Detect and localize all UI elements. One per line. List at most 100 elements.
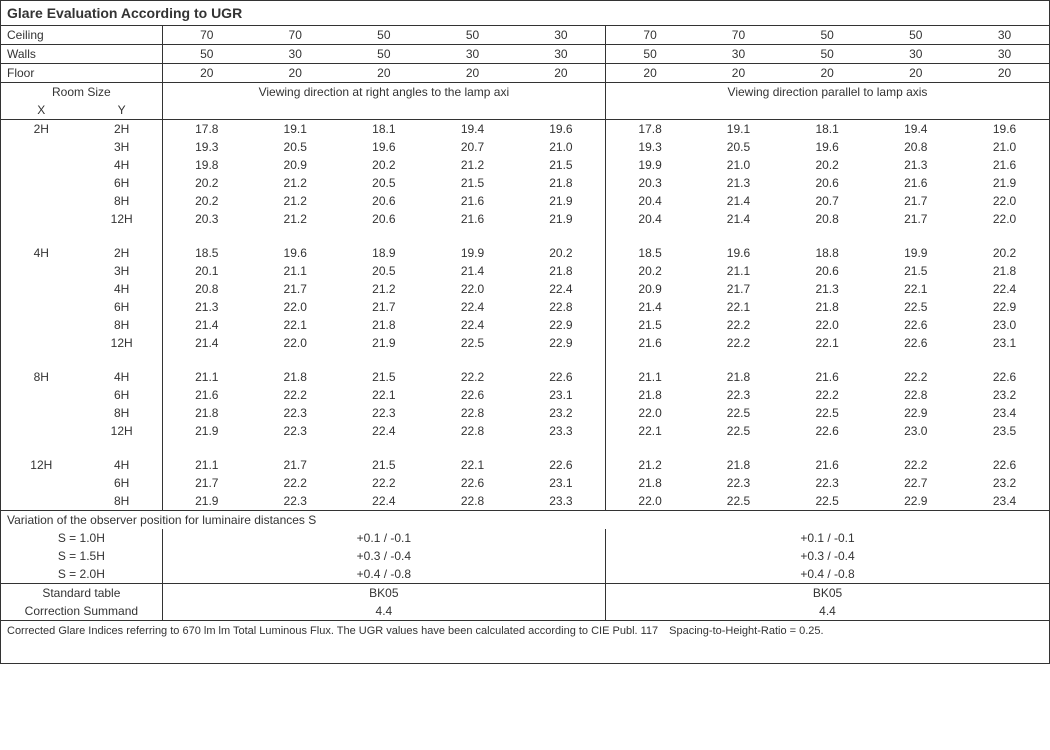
- data-cell: 20.1: [162, 262, 251, 280]
- data-cell: 23.4: [960, 404, 1049, 422]
- y-cell: 8H: [82, 404, 163, 422]
- data-cell: 22.3: [251, 492, 340, 511]
- data-cell: 23.2: [960, 386, 1049, 404]
- correction-right: 4.4: [606, 602, 1050, 621]
- variation-right: +0.3 / -0.4: [606, 547, 1050, 565]
- data-cell: 20.3: [606, 174, 695, 192]
- data-cell: 22.1: [428, 456, 517, 474]
- data-cell: 21.4: [162, 334, 251, 352]
- floor-val: 20: [783, 64, 872, 83]
- data-cell: 21.2: [251, 192, 340, 210]
- data-cell: 20.6: [783, 262, 872, 280]
- data-cell: 22.1: [251, 316, 340, 334]
- y-cell: 4H: [82, 456, 163, 474]
- data-cell: 21.8: [606, 474, 695, 492]
- y-cell: 4H: [82, 368, 163, 386]
- x-cell: [1, 422, 82, 440]
- data-cell: 19.6: [960, 120, 1049, 139]
- variation-left: +0.3 / -0.4: [162, 547, 605, 565]
- data-cell: 22.3: [694, 386, 783, 404]
- data-cell: 20.5: [340, 262, 429, 280]
- data-cell: 22.9: [871, 492, 960, 511]
- data-cell: 19.6: [694, 244, 783, 262]
- ugr-table-container: Glare Evaluation According to UGR Ceilin…: [0, 0, 1050, 664]
- data-cell: 21.6: [606, 334, 695, 352]
- data-cell: 21.1: [606, 368, 695, 386]
- y-cell: 6H: [82, 386, 163, 404]
- data-cell: 22.3: [340, 404, 429, 422]
- standard-table-right: BK05: [606, 584, 1050, 603]
- data-cell: 20.6: [783, 174, 872, 192]
- ceiling-val: 30: [960, 26, 1049, 45]
- data-cell: 22.2: [871, 368, 960, 386]
- standard-table-left: BK05: [162, 584, 605, 603]
- variation-title: Variation of the observer position for l…: [1, 511, 1049, 530]
- data-cell: 23.0: [871, 422, 960, 440]
- data-cell: 22.1: [783, 334, 872, 352]
- data-cell: 21.2: [428, 156, 517, 174]
- data-cell: 21.5: [606, 316, 695, 334]
- x-cell: [1, 474, 82, 492]
- data-cell: 22.8: [428, 404, 517, 422]
- data-cell: 21.1: [694, 262, 783, 280]
- data-cell: 22.0: [606, 404, 695, 422]
- data-cell: 21.6: [960, 156, 1049, 174]
- walls-val: 30: [694, 45, 783, 64]
- data-cell: 23.1: [517, 474, 606, 492]
- data-cell: 21.8: [960, 262, 1049, 280]
- data-cell: 21.6: [871, 174, 960, 192]
- data-cell: 19.3: [162, 138, 251, 156]
- data-cell: 22.9: [517, 334, 606, 352]
- correction-left: 4.4: [162, 602, 605, 621]
- data-cell: 21.9: [162, 422, 251, 440]
- data-cell: 20.6: [340, 210, 429, 228]
- data-cell: 19.6: [783, 138, 872, 156]
- data-cell: 22.5: [428, 334, 517, 352]
- x-cell: [1, 210, 82, 228]
- ceiling-val: 50: [428, 26, 517, 45]
- walls-val: 30: [871, 45, 960, 64]
- data-cell: 21.8: [340, 316, 429, 334]
- variation-right: +0.4 / -0.8: [606, 565, 1050, 584]
- data-cell: 22.0: [783, 316, 872, 334]
- data-cell: 21.7: [162, 474, 251, 492]
- y-cell: 8H: [82, 316, 163, 334]
- data-cell: 23.0: [960, 316, 1049, 334]
- data-cell: 22.9: [871, 404, 960, 422]
- data-cell: 19.6: [517, 120, 606, 139]
- data-cell: 19.1: [251, 120, 340, 139]
- data-cell: 22.1: [606, 422, 695, 440]
- data-cell: 19.6: [340, 138, 429, 156]
- data-cell: 22.2: [694, 316, 783, 334]
- standard-table-label: Standard table: [1, 584, 162, 603]
- variation-label: S = 1.5H: [1, 547, 162, 565]
- data-cell: 21.8: [251, 368, 340, 386]
- x-cell: 2H: [1, 120, 82, 139]
- data-cell: 22.5: [783, 492, 872, 511]
- ceiling-val: 70: [606, 26, 695, 45]
- data-cell: 20.8: [783, 210, 872, 228]
- data-cell: 21.7: [251, 280, 340, 298]
- data-cell: 22.4: [517, 280, 606, 298]
- data-cell: 21.6: [428, 192, 517, 210]
- data-cell: 21.2: [606, 456, 695, 474]
- data-cell: 22.0: [606, 492, 695, 511]
- data-cell: 22.2: [871, 456, 960, 474]
- x-cell: 4H: [1, 244, 82, 262]
- data-cell: 21.6: [783, 456, 872, 474]
- data-cell: 20.5: [340, 174, 429, 192]
- variation-label: S = 2.0H: [1, 565, 162, 584]
- data-cell: 19.9: [606, 156, 695, 174]
- data-cell: 21.8: [162, 404, 251, 422]
- ceiling-val: 70: [251, 26, 340, 45]
- walls-val: 30: [960, 45, 1049, 64]
- data-cell: 22.9: [960, 298, 1049, 316]
- data-cell: 20.2: [960, 244, 1049, 262]
- data-cell: 22.6: [871, 334, 960, 352]
- floor-val: 20: [960, 64, 1049, 83]
- data-cell: 21.3: [162, 298, 251, 316]
- data-cell: 22.4: [428, 316, 517, 334]
- data-cell: 22.5: [694, 422, 783, 440]
- data-cell: 19.3: [606, 138, 695, 156]
- x-cell: [1, 386, 82, 404]
